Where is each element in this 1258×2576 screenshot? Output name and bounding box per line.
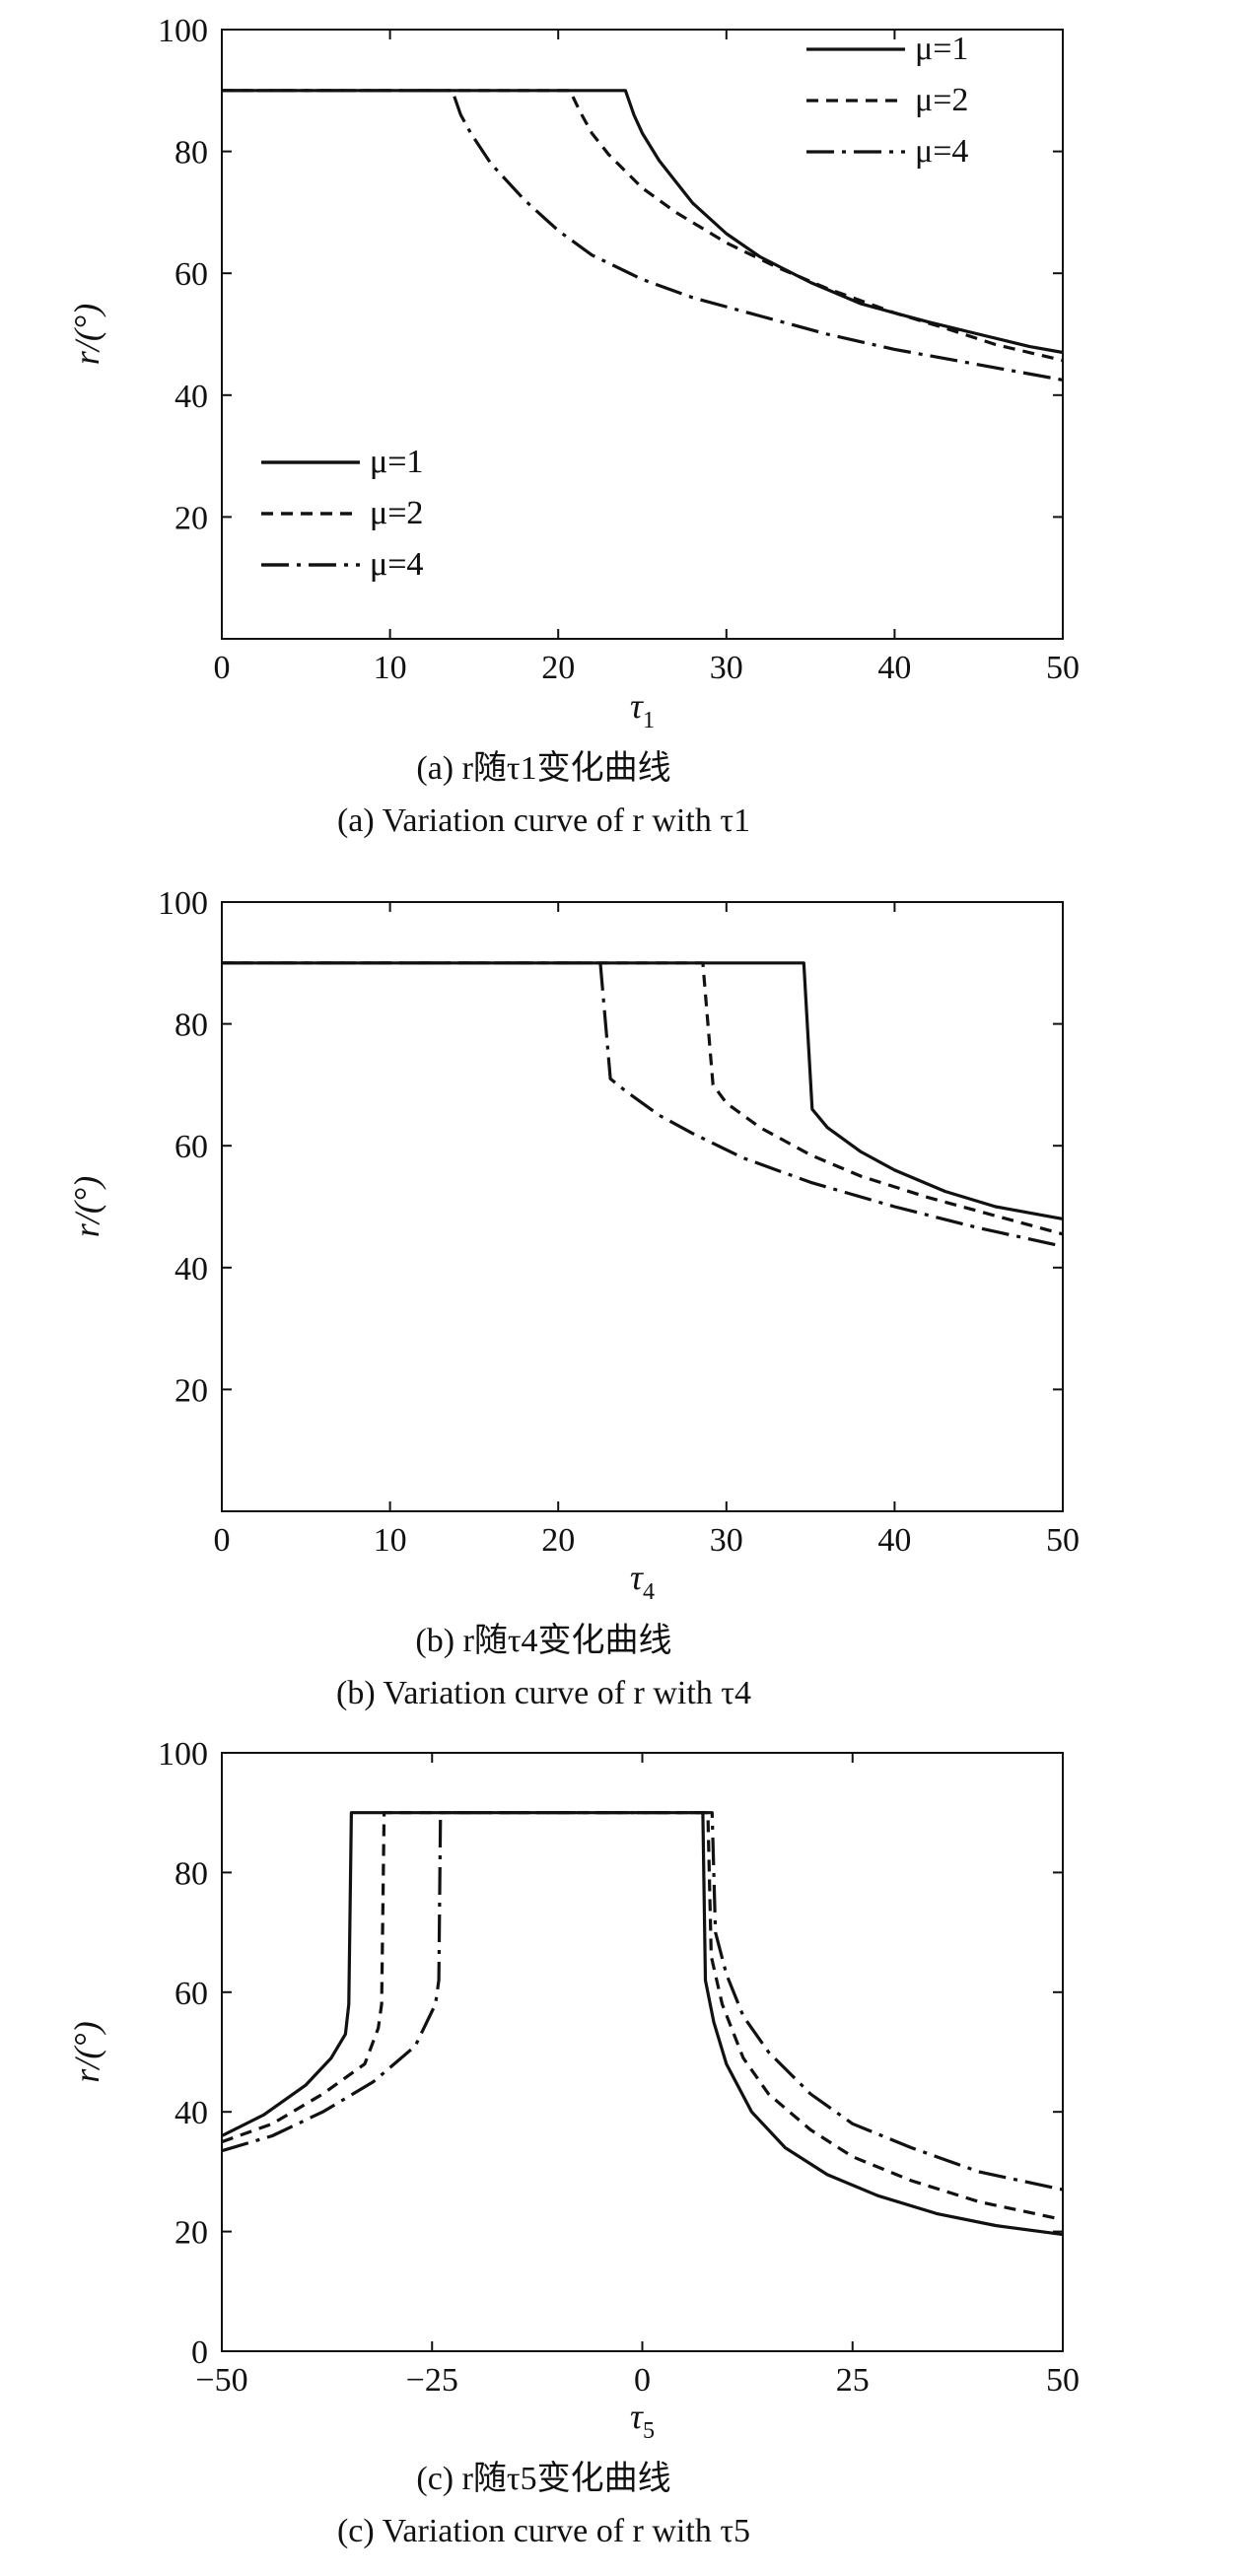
legend-label: μ=4 [915, 133, 968, 170]
legend-label: μ=4 [370, 546, 423, 583]
y-tick-label: 60 [175, 256, 208, 293]
legend-label: μ=2 [370, 495, 423, 531]
legend: μ=1 μ=2 μ=4 [261, 444, 423, 583]
y-tick-label: 0 [191, 2334, 208, 2371]
series-line-mu-2 [221, 1811, 1064, 2222]
x-tick-label: −50 [195, 2362, 247, 2399]
x-tick-label: 0 [214, 650, 231, 686]
legend-label: μ=4 [370, 546, 423, 583]
legend-label: μ=1 [370, 444, 423, 480]
series-line-mu-1 [222, 89, 1064, 355]
x-tick-label: 0 [214, 1522, 231, 1559]
x-tick-label: 50 [1046, 2362, 1080, 2399]
y-axis-label: r/(°) [67, 1176, 106, 1237]
y-tick-label: 60 [175, 1129, 208, 1165]
series-line-mu-4 [221, 1811, 1064, 2192]
y-tick-label: 20 [175, 1372, 208, 1409]
x-tick-label: 30 [710, 650, 743, 686]
x-tick-label: −25 [406, 2362, 458, 2399]
caption-en: (b) Variation curve of r with τ4 [336, 1675, 751, 1711]
x-tick-label: 30 [710, 1522, 743, 1559]
caption-cn: (a) r随τ1变化曲线 [416, 749, 670, 787]
chart-panel-a: 0 10 20 30 40 50 20 40 60 80 100 r/(°) τ1 μ=1 μ=2 μ=4 (a… [67, 13, 1080, 839]
y-tick-label: 40 [175, 1251, 208, 1288]
caption-cn: (b) r随τ4变化曲线 [415, 1622, 671, 1659]
x-tick-label: 10 [374, 650, 407, 686]
x-tick-label: 10 [374, 1522, 407, 1559]
caption-en: (c) Variation curve of r with τ5 [337, 2513, 750, 2549]
y-tick-label: 60 [175, 1976, 208, 2012]
x-tick-label: 0 [634, 2362, 651, 2399]
x-axis-label: τ5 [630, 2397, 655, 2444]
y-tick-label: 40 [175, 2095, 208, 2131]
series-line-mu-4 [222, 961, 1064, 1248]
series-line-mu-2 [222, 961, 1064, 1236]
x-tick-label: 50 [1046, 650, 1080, 686]
y-tick-label: 100 [158, 13, 208, 49]
y-tick-label: 100 [158, 1736, 208, 1773]
plot-frame [221, 29, 1064, 640]
caption-cn: (c) r随τ5变化曲线 [416, 2460, 670, 2497]
x-tick-label: 40 [877, 650, 911, 686]
x-tick-label: 25 [836, 2362, 870, 2399]
x-tick-label: 40 [877, 1522, 911, 1559]
series-line-mu-1 [221, 1811, 1064, 2237]
series-line-mu-1 [222, 961, 1064, 1220]
legend: μ=1 μ=2 μ=4 [806, 31, 968, 170]
y-tick-label: 100 [158, 885, 208, 922]
legend-label: μ=2 [915, 82, 968, 118]
y-tick-label: 80 [175, 135, 208, 172]
legend-label: μ=2 [370, 495, 423, 531]
y-tick-label: 40 [175, 379, 208, 415]
y-tick-label: 20 [175, 2215, 208, 2252]
y-tick-label: 80 [175, 1855, 208, 1892]
chart-panel-c: −50 −25 0 25 50020406080100r/(°)τ5μ=1μ=2μ=4(… [67, 31, 1080, 2549]
plot-frame [221, 1752, 1064, 2352]
y-tick-label: 80 [175, 1008, 208, 1044]
legend-label: μ=1 [915, 31, 968, 67]
x-axis-label: τ1 [630, 686, 655, 733]
x-tick-label: 20 [541, 1522, 575, 1559]
chart-panel-b: 0 10 20 30 40 5020406080100r/(°)τ4μ=1μ=2μ=4(b… [67, 444, 1080, 1711]
x-axis-label: τ4 [630, 1558, 655, 1605]
x-tick-label: 50 [1046, 1522, 1080, 1559]
plot-frame [221, 901, 1064, 1512]
series-line-mu-4 [222, 89, 1064, 382]
legend-label: μ=1 [370, 444, 423, 480]
y-tick-label: 20 [175, 500, 208, 536]
y-axis-label: r/(°) [67, 304, 106, 365]
y-axis-label: r/(°) [67, 2021, 106, 2082]
x-tick-label: 20 [541, 650, 575, 686]
series-line-mu-2 [222, 89, 1064, 363]
caption-en: (a) Variation curve of r with τ1 [337, 802, 750, 839]
